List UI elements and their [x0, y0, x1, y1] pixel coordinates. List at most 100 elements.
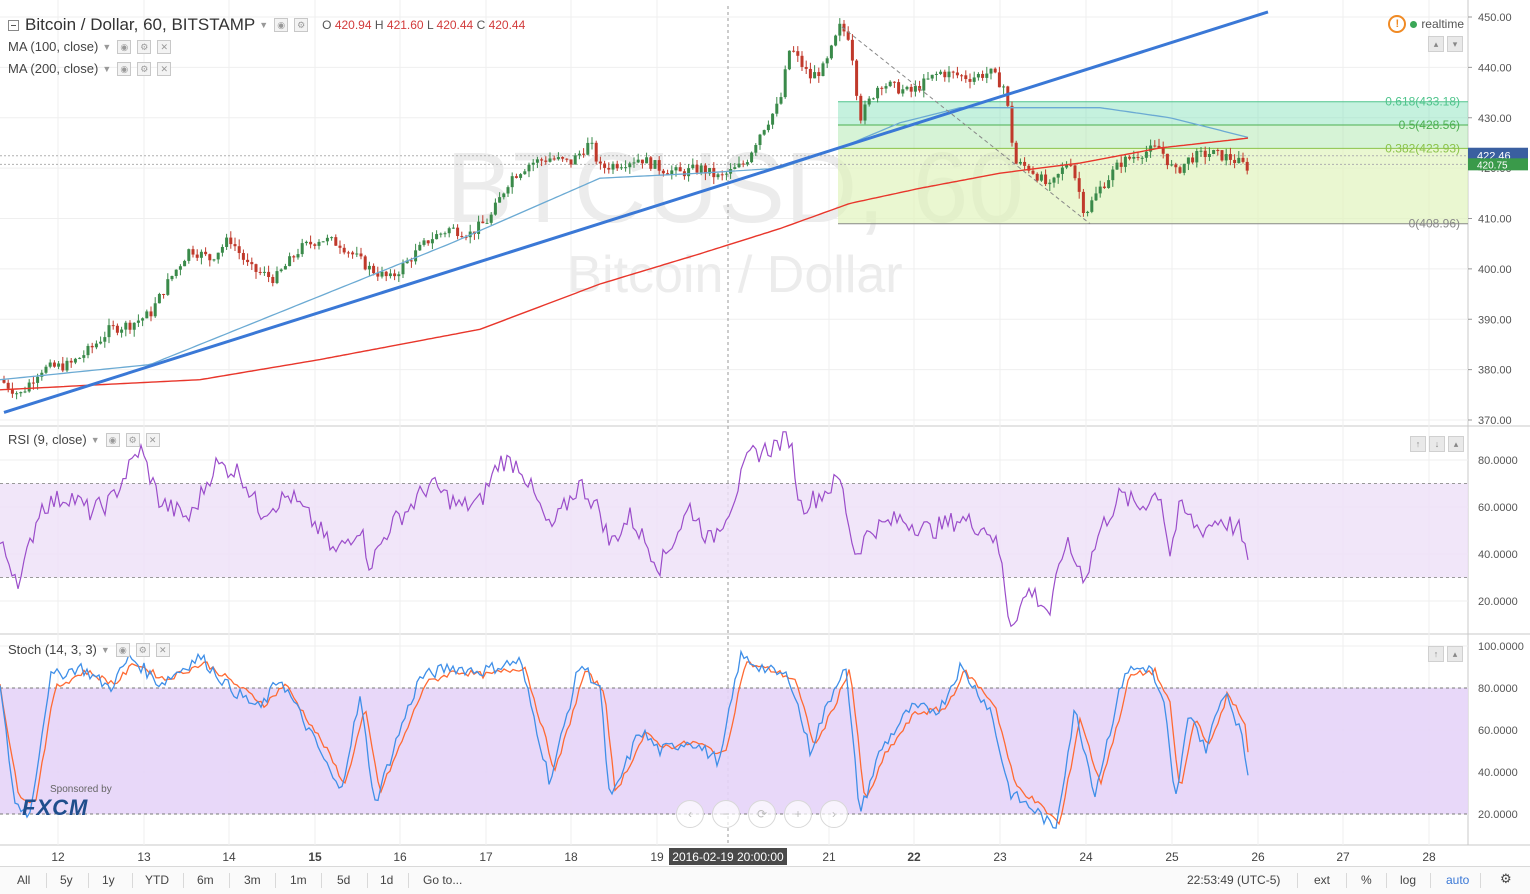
candle-body — [846, 31, 850, 40]
stoch-tick-label: 40.0000 — [1478, 767, 1518, 779]
candle-body — [246, 259, 250, 263]
close-icon[interactable]: ✕ — [145, 432, 160, 447]
ma200-label: MA (200, close) — [8, 61, 99, 76]
range-3m[interactable]: 3m — [244, 873, 261, 887]
candle-body — [699, 165, 703, 173]
ext-toggle[interactable]: ext — [1314, 873, 1331, 887]
eye-icon[interactable]: ◉ — [274, 18, 289, 32]
candle-body — [943, 71, 947, 78]
candle-body — [657, 160, 661, 171]
sponsor-logo[interactable]: Sponsored by FXCM — [22, 784, 112, 821]
candle-body — [405, 260, 409, 264]
log-toggle[interactable]: log — [1400, 873, 1417, 887]
candle-body — [1119, 162, 1123, 167]
goto-button[interactable]: Go to... — [423, 873, 463, 887]
candle-body — [842, 23, 846, 32]
maximize-pane-icon[interactable]: ▴ — [1428, 36, 1444, 52]
range-1m[interactable]: 1m — [290, 873, 307, 887]
close-icon[interactable]: ✕ — [157, 39, 172, 54]
gear-icon[interactable]: ⚙ — [1500, 871, 1512, 886]
chevron-down-icon[interactable]: ▼ — [90, 434, 100, 445]
collapse-icon[interactable] — [8, 19, 19, 31]
range-5d[interactable]: 5d — [337, 873, 351, 887]
candle-body — [489, 214, 493, 223]
candle-body — [615, 163, 619, 169]
eye-icon[interactable]: ◉ — [115, 642, 130, 657]
time-tick-label: 27 — [1336, 850, 1350, 864]
warning-icon[interactable]: ! — [1388, 15, 1407, 33]
candle-body — [556, 157, 560, 160]
gear-icon[interactable]: ⚙ — [137, 39, 152, 54]
candle-body — [594, 142, 598, 162]
maximize-pane-icon[interactable]: ▴ — [1447, 646, 1463, 662]
chevron-down-icon[interactable]: ▼ — [100, 644, 110, 655]
gear-icon[interactable]: ⚙ — [294, 18, 309, 32]
eye-icon[interactable]: ◉ — [117, 61, 132, 76]
zoom-out-icon[interactable]: − — [712, 800, 740, 828]
range-1d[interactable]: 1d — [380, 873, 394, 887]
candle-body — [65, 360, 69, 371]
scroll-left-icon[interactable]: ‹ — [676, 800, 704, 828]
candle-body — [1056, 173, 1060, 178]
chevron-down-icon[interactable]: ▼ — [102, 63, 112, 74]
eye-icon[interactable]: ◉ — [105, 432, 120, 447]
range-1y[interactable]: 1y — [102, 873, 115, 887]
candle-body — [754, 145, 758, 153]
time-tick-label: 21 — [822, 850, 836, 864]
price-tick-label: 440.00 — [1478, 62, 1512, 74]
candle-body — [141, 318, 145, 321]
time-tick-label: 12 — [51, 850, 65, 864]
candle-body — [603, 163, 607, 168]
range-6m[interactable]: 6m — [197, 873, 214, 887]
candle-body — [871, 98, 875, 100]
gear-icon[interactable]: ⚙ — [125, 432, 140, 447]
candle-body — [968, 79, 972, 82]
symbol-title: Bitcoin / Dollar, 60, BITSTAMP — [25, 15, 256, 34]
candle-body — [1018, 161, 1022, 164]
auto-toggle[interactable]: auto — [1446, 873, 1470, 887]
range-ytd[interactable]: YTD — [145, 873, 169, 887]
candle-body — [464, 237, 468, 239]
move-down-icon[interactable]: ↓ — [1429, 436, 1445, 452]
candle-body — [947, 71, 951, 78]
close-icon[interactable]: ✕ — [157, 61, 172, 76]
candle-body — [128, 322, 132, 330]
candle-body — [1237, 157, 1241, 164]
ma200-legend[interactable]: MA (200, close) ▼ ◉ ⚙ ✕ — [8, 61, 172, 76]
fib-level-label: 0.5(428.56) — [1399, 118, 1460, 132]
stoch-legend[interactable]: Stoch (14, 3, 3) ▼ ◉ ⚙ ✕ — [8, 642, 170, 657]
crosshair-time-label: 2016-02-19 20:00:00 — [672, 850, 784, 864]
candle-body — [1115, 162, 1119, 170]
rsi-tick-label: 60.0000 — [1478, 502, 1518, 514]
eye-icon[interactable]: ◉ — [117, 39, 132, 54]
crosshair-time-badge — [669, 848, 787, 865]
range-5y[interactable]: 5y — [60, 873, 73, 887]
stoch-pane-controls: ↑ ▴ — [1428, 646, 1463, 662]
stoch-tick-label: 100.0000 — [1478, 641, 1524, 653]
percent-toggle[interactable]: % — [1361, 873, 1372, 887]
move-up-icon[interactable]: ↑ — [1428, 646, 1444, 662]
maximize-pane-icon[interactable]: ▴ — [1448, 436, 1464, 452]
close-icon[interactable]: ✕ — [155, 642, 170, 657]
candle-body — [993, 68, 997, 73]
candle-body — [57, 363, 61, 367]
candle-body — [695, 164, 699, 173]
move-up-icon[interactable]: ↑ — [1410, 436, 1426, 452]
restore-pane-icon[interactable]: ▾ — [1447, 36, 1463, 52]
gear-icon[interactable]: ⚙ — [137, 61, 152, 76]
range-all[interactable]: All — [17, 873, 31, 887]
gear-icon[interactable]: ⚙ — [135, 642, 150, 657]
candle-body — [1014, 142, 1018, 164]
rsi-legend[interactable]: RSI (9, close) ▼ ◉ ⚙ ✕ — [8, 432, 160, 447]
zoom-in-icon[interactable]: + — [784, 800, 812, 828]
reset-icon[interactable]: ⟳ — [748, 800, 776, 828]
chevron-down-icon[interactable]: ▼ — [102, 41, 112, 52]
candle-body — [1048, 182, 1052, 185]
ma100-legend[interactable]: MA (100, close) ▼ ◉ ⚙ ✕ — [8, 39, 172, 54]
stoch-label: Stoch (14, 3, 3) — [8, 642, 97, 657]
candle-body — [195, 254, 199, 258]
scroll-right-icon[interactable]: › — [820, 800, 848, 828]
chevron-down-icon[interactable]: ▼ — [259, 20, 269, 30]
candle-body — [342, 247, 346, 253]
